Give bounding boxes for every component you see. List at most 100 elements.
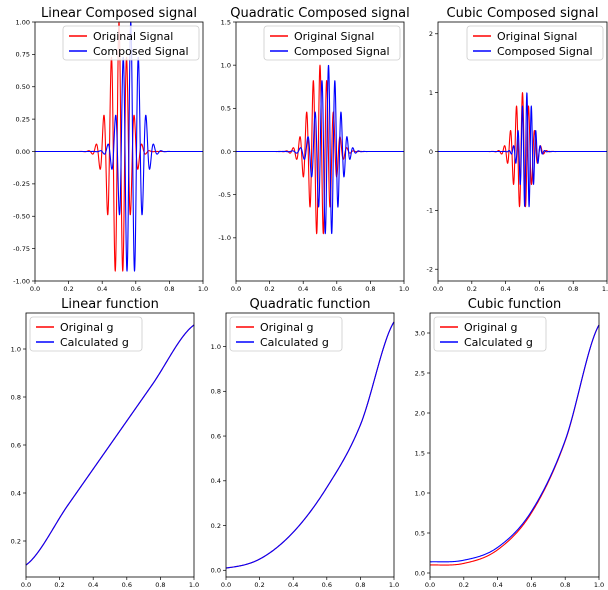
legend-label: Composed Signal (294, 45, 390, 58)
y-tick-label: 0.00 (16, 148, 30, 156)
y-tick-label: 0.75 (16, 51, 30, 59)
legend-box (29, 316, 143, 352)
y-tick-label: 0.50 (16, 83, 30, 91)
y-tick-label: 0.0 (221, 148, 231, 156)
x-tick-label: 0.6 (131, 285, 141, 293)
legend-box (433, 316, 547, 352)
x-tick-label: 0.8 (164, 285, 174, 293)
legend-box (263, 25, 401, 61)
x-tick-label: 0.0 (433, 285, 443, 293)
legend-label: Original Signal (294, 30, 374, 43)
y-tick-label: 0.6 (211, 432, 221, 440)
series-line (429, 324, 600, 563)
y-tick-label: 1.0 (11, 345, 21, 353)
x-tick-label: 0.6 (534, 285, 544, 293)
legend-label: Calculated g (464, 336, 533, 349)
x-tick-label: 0.2 (63, 285, 73, 293)
series-line (225, 321, 395, 569)
chart-2: Quadratic Composed signal 0.0 0.2 0.4 0.6 0.8… (218, 6, 409, 293)
legend: Original Signal Composed Signal (466, 25, 604, 61)
plot-frame (429, 312, 600, 578)
y-tick-label: 1 (429, 89, 433, 97)
y-tick-label: 1.5 (415, 449, 425, 457)
x-tick-label: 0.0 (221, 581, 231, 589)
x-tick-label: 0.2 (54, 581, 64, 589)
y-tick-label: 0.8 (11, 393, 21, 401)
y-tick-label: -0.25 (13, 180, 30, 188)
chart-title: Cubic Composed signal (447, 6, 599, 21)
y-tick-label: 2 (429, 30, 433, 38)
y-tick-label: 0.4 (11, 489, 21, 497)
y-tick-label: -0.75 (13, 245, 30, 253)
chart-3: Cubic Composed signal 0.0 0.2 0.4 0.6 0.8 1.0 -… (427, 6, 608, 293)
legend-box (466, 25, 604, 61)
y-tick-label: 1.0 (221, 61, 231, 69)
x-tick-label: 0.6 (526, 581, 536, 589)
x-tick-label: 0.6 (322, 581, 332, 589)
plot-frame (225, 312, 395, 578)
y-tick-label: 1.5 (221, 18, 231, 26)
x-tick-label: 0.4 (298, 285, 308, 293)
legend-label: Original Signal (497, 30, 577, 43)
y-tick-label: 1.0 (415, 489, 425, 497)
y-tick-label: 1.0 (211, 343, 221, 351)
legend-label: Original g (464, 321, 518, 334)
y-tick-label: -0.50 (13, 213, 30, 221)
legend-label: Composed Signal (93, 45, 189, 58)
y-tick-label: 0.0 (415, 569, 425, 577)
chart-title: Quadratic Composed signal (230, 6, 410, 21)
series-line (235, 64, 405, 235)
y-tick-label: 1.00 (16, 18, 30, 26)
y-tick-label: 0.2 (11, 537, 21, 545)
x-tick-label: 0.4 (500, 285, 510, 293)
x-tick-label: 1.0 (399, 285, 409, 293)
x-tick-label: 1.0 (189, 581, 199, 589)
y-tick-label: 3.0 (415, 329, 425, 337)
y-tick-label: -1.0 (218, 234, 231, 242)
chart-title: Linear Composed signal (41, 6, 197, 21)
y-tick-label: 0.8 (211, 388, 221, 396)
x-tick-label: 0.4 (492, 581, 502, 589)
x-tick-label: 0.2 (254, 581, 264, 589)
legend-box (229, 316, 343, 352)
x-tick-label: 1.0 (198, 285, 208, 293)
legend-label: Original g (260, 321, 314, 334)
y-tick-label: 0.5 (415, 529, 425, 537)
chart-6: Cubic function 0.0 0.2 0.4 0.6 0.8 1.0 0.0 0.5 1.… (415, 297, 605, 589)
y-tick-label: 0.5 (221, 105, 231, 113)
y-tick-label: -1.00 (13, 277, 30, 285)
x-tick-label: 0.0 (231, 285, 241, 293)
chart-title: Cubic function (468, 297, 562, 312)
y-tick-label: 0.0 (211, 567, 221, 575)
y-tick-label: -2 (427, 266, 433, 274)
x-tick-label: 0.6 (332, 285, 342, 293)
x-tick-label: 0.8 (355, 581, 365, 589)
series-line (429, 324, 600, 566)
legend: Original g Calculated g (29, 316, 143, 352)
series-line (437, 92, 608, 208)
legend: Original g Calculated g (229, 316, 343, 352)
x-tick-label: 0.8 (155, 581, 165, 589)
x-tick-label: 0.4 (288, 581, 298, 589)
x-tick-label: 1.0 (389, 581, 399, 589)
x-tick-label: 0.8 (365, 285, 375, 293)
chart-4: Linear function 0.0 0.2 0.4 0.6 0.8 1.0 0.2 0.4 0… (11, 297, 200, 589)
y-tick-label: 2.0 (415, 409, 425, 417)
series-line (25, 324, 195, 566)
legend-label: Composed Signal (497, 45, 593, 58)
x-tick-label: 0.2 (459, 581, 469, 589)
legend-label: Calculated g (260, 336, 329, 349)
x-tick-label: 0.4 (97, 285, 107, 293)
legend: Original Signal Composed Signal (62, 25, 200, 61)
chart-5: Quadratic function 0.0 0.2 0.4 0.6 0.8 1.0 0.0 0… (211, 297, 400, 589)
y-tick-label: 2.5 (415, 369, 425, 377)
y-tick-label: -1 (427, 207, 433, 215)
x-tick-label: 0.2 (467, 285, 477, 293)
legend-label: Original Signal (93, 30, 173, 43)
chart-1: Linear Composed signal 0.0 0.2 0.4 0.6 0.8 1.0… (13, 6, 208, 293)
y-tick-label: 0.2 (211, 522, 221, 530)
legend: Original g Calculated g (433, 316, 547, 352)
chart-title: Quadratic function (249, 297, 370, 312)
x-tick-label: 0.0 (425, 581, 435, 589)
